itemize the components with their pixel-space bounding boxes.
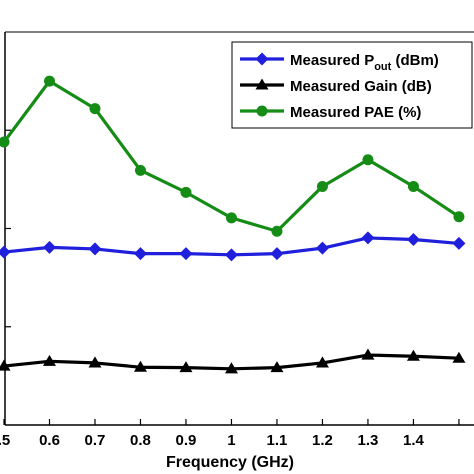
series-0 [0,231,466,262]
series-2-point-3 [134,164,146,176]
x-tick-label-0: .5 [0,432,10,449]
series-0-point-4 [179,247,193,261]
series-2-point-7 [316,180,328,192]
series-0-point-5 [224,248,238,262]
series-0-point-9 [406,233,420,247]
x-tick-label-2: 0.7 [85,432,106,449]
legend-marker-0 [255,52,269,66]
series-1-point-3 [133,360,147,372]
series-2 [0,75,465,237]
x-axis-ticks: .5 0.6 0.7 0.8 0.9 1 1.1 1.2 1.3 1.4 [0,419,460,449]
series-0-point-2 [88,242,102,256]
series-1-point-1 [42,354,56,366]
series-0-point-7 [315,241,329,255]
x-tick-label-8: 1.3 [358,432,379,449]
legend-marker-1 [255,78,269,90]
series-0-point-8 [361,231,375,245]
series-0-point-10 [452,236,466,250]
series-2-point-6 [271,225,283,237]
series-1-point-7 [315,356,329,368]
series-1 [0,348,466,374]
series-2-point-10 [453,211,465,223]
x-tick-label-9: 1.4 [403,432,425,449]
series-1-point-2 [88,356,102,368]
series-0-point-3 [133,247,147,261]
legend-label-2: Measured PAE (%) [290,104,421,121]
series-2-point-2 [89,103,101,115]
series-1-point-9 [406,349,420,361]
x-tick-label-4: 0.9 [176,432,197,449]
series-1-point-8 [361,348,375,360]
series-layer [0,75,466,374]
x-tick-label-5: 1 [227,432,235,449]
x-tick-label-1: 0.6 [39,432,60,449]
legend-label-1: Measured Gain (dB) [290,78,432,95]
series-2-point-4 [180,186,192,198]
series-0-point-0 [0,245,11,259]
series-2-point-9 [407,180,419,192]
series-1-point-6 [270,361,284,373]
series-1-point-0 [0,359,11,371]
series-2-point-0 [0,136,10,148]
series-2-point-5 [225,212,237,224]
series-2-point-8 [362,154,374,166]
series-1-point-5 [224,362,238,374]
legend: Measured Pout (dBm) Measured Gain (dB) Mea… [231,41,473,129]
legend-label-0: Measured Pout (dBm) [290,52,439,73]
series-1-point-4 [179,361,193,373]
x-tick-label-6: 1.1 [267,432,288,449]
legend-marker-2 [256,105,268,117]
x-tick-label-7: 1.2 [312,432,333,449]
y-axis-ticks [5,129,11,328]
series-0-point-1 [42,240,56,254]
x-axis-title: Frequency (GHz) [166,454,294,471]
x-tick-label-3: 0.8 [130,432,151,449]
series-1-point-10 [452,351,466,363]
series-0-point-6 [270,247,284,261]
legend-label-subscript: out [374,61,391,73]
series-2-point-1 [43,75,55,87]
legend-label-tail: (dBm) [391,52,439,69]
